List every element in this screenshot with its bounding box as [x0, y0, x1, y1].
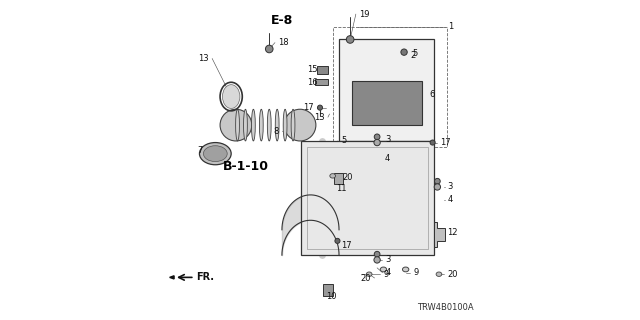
Text: 19: 19 — [359, 10, 369, 19]
Text: 13: 13 — [314, 113, 324, 122]
Text: 17: 17 — [303, 103, 314, 112]
Bar — [334, 173, 343, 184]
Text: 4: 4 — [385, 154, 390, 163]
Ellipse shape — [244, 109, 247, 141]
Ellipse shape — [291, 109, 295, 141]
Ellipse shape — [330, 174, 335, 178]
Ellipse shape — [366, 272, 372, 276]
Ellipse shape — [223, 85, 240, 108]
Text: 15: 15 — [307, 65, 318, 74]
Ellipse shape — [380, 267, 387, 272]
Ellipse shape — [275, 109, 279, 141]
Text: TRW4B0100A: TRW4B0100A — [417, 303, 474, 312]
Text: 11: 11 — [336, 184, 346, 193]
Bar — [316, 79, 328, 85]
Text: 9: 9 — [383, 270, 388, 279]
Text: 17: 17 — [440, 138, 451, 147]
Circle shape — [430, 140, 435, 145]
Text: 3: 3 — [447, 182, 453, 191]
Text: 4: 4 — [447, 195, 452, 204]
Text: 20: 20 — [361, 274, 371, 283]
Text: 4: 4 — [386, 268, 391, 277]
Ellipse shape — [268, 109, 271, 141]
Text: FR.: FR. — [196, 272, 214, 282]
Bar — [301, 141, 434, 255]
Circle shape — [401, 49, 407, 55]
Ellipse shape — [403, 267, 409, 272]
Bar — [352, 81, 422, 125]
Text: 3: 3 — [386, 255, 391, 264]
Ellipse shape — [200, 142, 231, 165]
Bar — [339, 39, 434, 141]
Polygon shape — [434, 222, 445, 247]
Bar — [307, 147, 428, 249]
Circle shape — [284, 109, 316, 141]
Text: 10: 10 — [326, 292, 337, 301]
Bar — [323, 284, 333, 296]
Text: 2: 2 — [410, 51, 415, 60]
Text: 5: 5 — [341, 136, 346, 146]
Text: 16: 16 — [307, 78, 318, 87]
Text: 8: 8 — [273, 127, 279, 136]
Text: E-8: E-8 — [271, 14, 293, 27]
Text: 5: 5 — [413, 49, 418, 58]
Text: 18: 18 — [278, 38, 289, 47]
Polygon shape — [170, 276, 174, 279]
Text: 6: 6 — [429, 91, 435, 100]
Text: 12: 12 — [447, 228, 458, 237]
Ellipse shape — [252, 109, 255, 141]
Ellipse shape — [236, 109, 239, 141]
Circle shape — [266, 45, 273, 53]
Text: 13: 13 — [198, 54, 209, 63]
Circle shape — [346, 36, 354, 43]
Bar — [317, 67, 328, 74]
Ellipse shape — [259, 109, 263, 141]
Circle shape — [374, 252, 380, 257]
Text: 9: 9 — [413, 268, 419, 277]
Ellipse shape — [284, 109, 287, 141]
Circle shape — [374, 134, 380, 140]
Circle shape — [435, 178, 440, 184]
Text: 1: 1 — [449, 22, 454, 31]
Circle shape — [374, 257, 380, 263]
Text: 7: 7 — [197, 146, 203, 155]
Text: 17: 17 — [340, 241, 351, 250]
Text: 3: 3 — [385, 135, 390, 144]
Circle shape — [220, 109, 252, 141]
Ellipse shape — [204, 146, 227, 162]
Circle shape — [317, 105, 323, 110]
Circle shape — [374, 140, 380, 146]
Circle shape — [335, 238, 340, 244]
Circle shape — [434, 184, 440, 190]
Text: 20: 20 — [447, 270, 458, 279]
Text: 20: 20 — [343, 173, 353, 182]
Text: B-1-10: B-1-10 — [223, 160, 269, 173]
Bar — [333, 27, 447, 147]
Ellipse shape — [436, 272, 442, 276]
